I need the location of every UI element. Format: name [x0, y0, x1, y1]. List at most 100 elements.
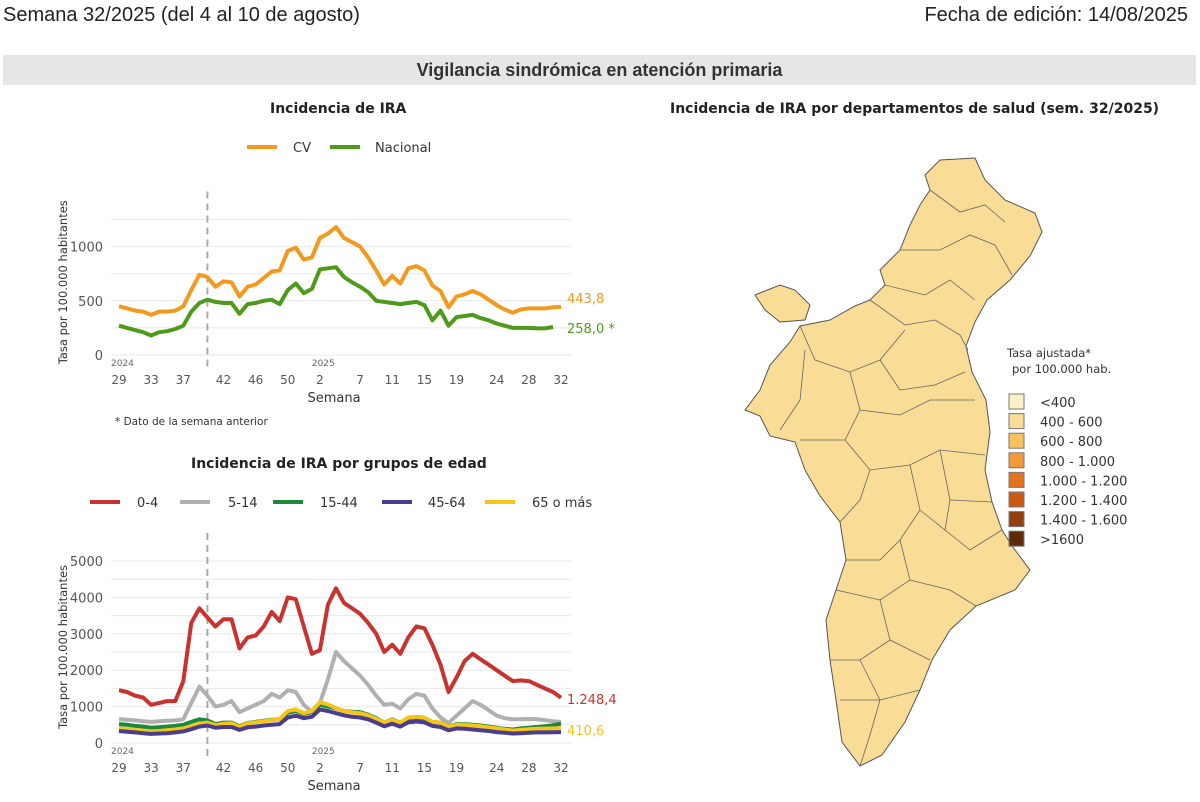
- x-tick-label: 33: [144, 761, 159, 775]
- x-axis-label: Semana: [307, 391, 360, 406]
- legend-swatch: [1008, 413, 1025, 430]
- department-border: [859, 699, 881, 767]
- x-tick-label: 19: [449, 373, 464, 387]
- y-axis-label: Tasa por 100.000 habitantes: [56, 565, 70, 730]
- legend-label: 15-44: [320, 496, 358, 511]
- department-border: [846, 464, 921, 561]
- x-tick-label: 2: [316, 761, 324, 775]
- department-border: [859, 659, 921, 701]
- series-line-5-14: [118, 650, 562, 725]
- y-tick-label: 4000: [70, 591, 103, 606]
- x-tick-label: 24: [489, 761, 504, 775]
- series-line-0-4: [118, 586, 563, 707]
- x-tick-label: 42: [216, 761, 231, 775]
- x-tick-label: 7: [356, 373, 364, 387]
- x-tick-label: 29: [111, 373, 126, 387]
- legend-label: 400 - 600: [1040, 416, 1103, 431]
- legend-swatch: [1008, 452, 1025, 469]
- x-tick-label: 24: [489, 373, 504, 387]
- x-tick-label: 19: [449, 761, 464, 775]
- legend-label: 5-14: [228, 496, 258, 511]
- chart2-title: Incidencia de IRA por grupos de edad: [191, 456, 487, 472]
- section-header: Vigilancia sindrómica en atención primar…: [3, 55, 1196, 85]
- x-tick-label: 37: [176, 761, 191, 775]
- series-line-65-o-más: [118, 700, 562, 734]
- legend-swatch: [1008, 511, 1025, 528]
- department-border: [889, 639, 931, 661]
- y-tick-label: 3000: [70, 628, 103, 643]
- x-tick-label: 28: [521, 761, 536, 775]
- y-tick-label: 0: [95, 349, 103, 364]
- ademuz-enclave: [754, 284, 811, 323]
- legend-label: 1.200 - 1.400: [1040, 494, 1127, 509]
- edit-date: Fecha de edición: 14/08/2025: [924, 4, 1188, 26]
- department-border: [800, 371, 861, 441]
- region-outline: [744, 157, 1043, 767]
- week-label: Semana 32/2025 (del 4 al 10 de agosto): [3, 4, 360, 26]
- y-tick-label: 1000: [70, 701, 103, 716]
- legend-label: 45-64: [428, 496, 466, 511]
- year-label: 2024: [111, 359, 134, 369]
- department-border: [844, 439, 986, 471]
- x-tick-label: 37: [176, 373, 191, 387]
- department-border: [869, 299, 969, 351]
- department-border: [944, 529, 1003, 551]
- department-border: [835, 539, 911, 601]
- y-tick-label: 500: [78, 295, 103, 310]
- series-line-Nacional: [118, 265, 554, 338]
- x-tick-label: 46: [248, 761, 263, 775]
- legend-swatch: [1008, 432, 1025, 449]
- x-tick-label: 42: [216, 373, 231, 387]
- x-tick-label: 2: [316, 373, 324, 387]
- x-tick-label: 33: [144, 373, 159, 387]
- x-tick-label: 32: [553, 761, 568, 775]
- legend-label: <400: [1040, 396, 1076, 411]
- chart1-title: Incidencia de IRA: [270, 101, 407, 117]
- legend-label: CV: [293, 141, 311, 156]
- department-border: [884, 279, 976, 301]
- legend-swatch: [1008, 393, 1025, 410]
- department-border: [879, 359, 966, 391]
- department-border: [909, 579, 977, 607]
- map-legend: Tasa ajustada* por 100.000 hab. <400 400 - …: [1006, 346, 1127, 548]
- series-line-CV: [118, 225, 562, 317]
- x-tick-label: 50: [280, 373, 295, 387]
- y-axis-label: Tasa por 100.000 habitantes: [56, 200, 70, 365]
- section-title: Vigilancia sindrómica en atención primar…: [416, 60, 783, 80]
- year-label: 2025: [312, 747, 335, 757]
- y-tick-label: 1000: [70, 241, 103, 256]
- department-border: [929, 189, 1006, 223]
- x-tick-label: 15: [417, 761, 432, 775]
- x-tick-label: 29: [111, 761, 126, 775]
- department-border: [919, 449, 951, 531]
- x-tick-label: 32: [553, 373, 568, 387]
- end-value-label: 258,0 *: [567, 322, 615, 337]
- legend-label: >1600: [1040, 533, 1084, 548]
- department-border: [799, 325, 906, 373]
- legend-label: 1.000 - 1.200: [1040, 474, 1127, 489]
- legend-label: Nacional: [375, 141, 431, 156]
- x-tick-label: 50: [280, 761, 295, 775]
- department-border: [900, 234, 1013, 276]
- y-tick-label: 2000: [70, 664, 103, 679]
- department-border: [839, 469, 871, 523]
- department-border: [830, 599, 891, 661]
- valencia-map: [744, 157, 1043, 767]
- legend-swatch: [1008, 530, 1025, 547]
- legend-label: 1.400 - 1.600: [1040, 514, 1127, 529]
- legend-swatch: [1008, 491, 1025, 508]
- x-tick-label: 11: [385, 761, 400, 775]
- end-value-label: 410,6: [567, 724, 604, 739]
- footnote: * Dato de la semana anterior: [115, 416, 268, 428]
- year-label: 2025: [312, 359, 335, 369]
- end-value-label: 443,8: [567, 292, 604, 307]
- legend-label: 65 o más: [532, 496, 592, 511]
- series-line-45-64: [118, 707, 562, 736]
- legend-label: 0-4: [137, 496, 158, 511]
- x-tick-label: 46: [248, 373, 263, 387]
- department-border: [949, 499, 993, 503]
- y-tick-label: 0: [95, 737, 103, 752]
- legend-swatch: [1008, 471, 1025, 488]
- x-tick-label: 11: [385, 373, 400, 387]
